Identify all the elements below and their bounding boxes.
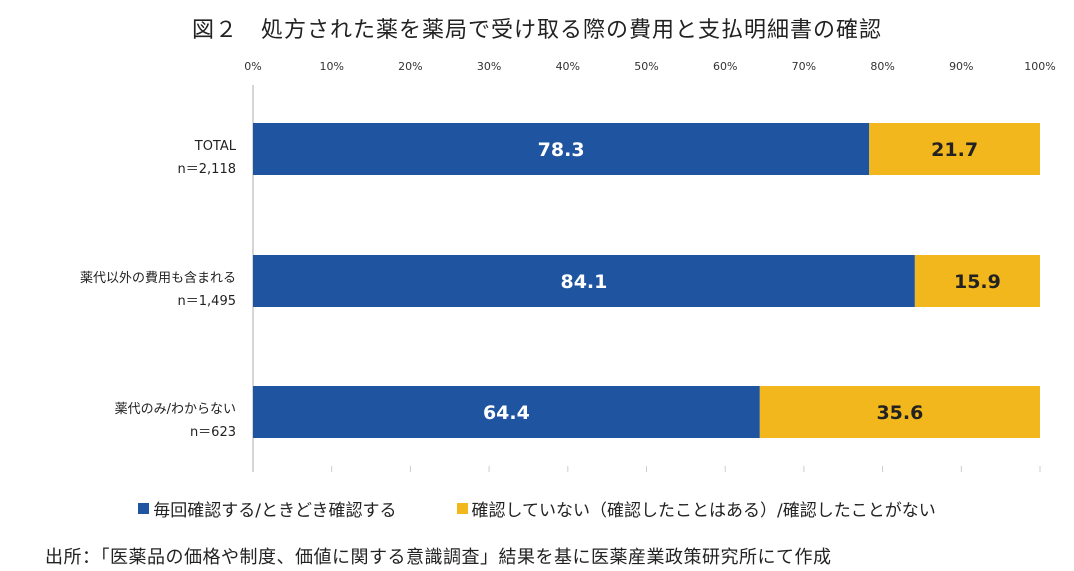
data-label: 35.6	[876, 402, 923, 424]
legend-item-checked: 毎回確認する/ときどき確認する	[138, 496, 397, 521]
x-tick-label: 60%	[713, 60, 737, 73]
x-tick-label: 20%	[398, 60, 422, 73]
source-note: 出所：「医薬品の価格や制度、価値に関する意識調査」結果を基に医薬産業政策研究所に…	[45, 547, 832, 568]
x-tick-label: 0%	[244, 60, 261, 73]
legend: 毎回確認する/ときどき確認する 確認していない（確認したことはある）/確認したこ…	[0, 496, 1074, 521]
x-tick-label: 100%	[1024, 60, 1055, 73]
bar-segment-not-checked	[759, 386, 1040, 438]
x-tick-label: 10%	[319, 60, 343, 73]
category-n-label: n＝1,495	[178, 294, 236, 309]
legend-swatch-blue	[138, 503, 150, 514]
data-label: 84.1	[560, 271, 607, 293]
x-tick-label: 70%	[792, 60, 816, 73]
x-tick-label: 30%	[477, 60, 501, 73]
category-label: 薬代のみ/わからない	[115, 402, 236, 417]
bar-segment-checked	[253, 386, 760, 438]
category-n-label: n＝623	[190, 425, 236, 440]
bar-segment-checked	[253, 123, 870, 175]
bar-segment-not-checked	[869, 123, 1040, 175]
legend-label: 確認していない（確認したことはある）/確認したことがない	[471, 501, 936, 521]
category-n-label: n＝2,118	[178, 162, 236, 177]
x-tick-label: 40%	[556, 60, 580, 73]
category-label: 薬代以外の費用も含まれる	[80, 270, 236, 286]
x-tick-label: 90%	[949, 60, 973, 73]
data-label: 64.4	[483, 402, 530, 424]
bar-segment-not-checked	[914, 255, 1040, 307]
bar-segment-checked	[253, 255, 915, 307]
data-label: 15.9	[954, 271, 1001, 293]
legend-swatch-gold	[456, 503, 468, 514]
x-tick-label: 80%	[870, 60, 894, 73]
stacked-bar-chart: 0% 10% 20% 30% 40% 50% 60% 70% 80% 90% 100% TOTAL n＝…	[80, 60, 1056, 472]
category-label: TOTAL	[194, 139, 237, 154]
legend-label: 毎回確認する/ときどき確認する	[153, 501, 397, 521]
legend-item-not-checked: 確認していない（確認したことはある）/確認したことがない	[456, 496, 936, 521]
data-label: 21.7	[931, 139, 978, 161]
data-label: 78.3	[538, 139, 585, 161]
x-tick-label: 50%	[634, 60, 658, 73]
chart-title: 図２ 処方された薬を薬局で受け取る際の費用と支払明細書の確認	[191, 18, 882, 43]
